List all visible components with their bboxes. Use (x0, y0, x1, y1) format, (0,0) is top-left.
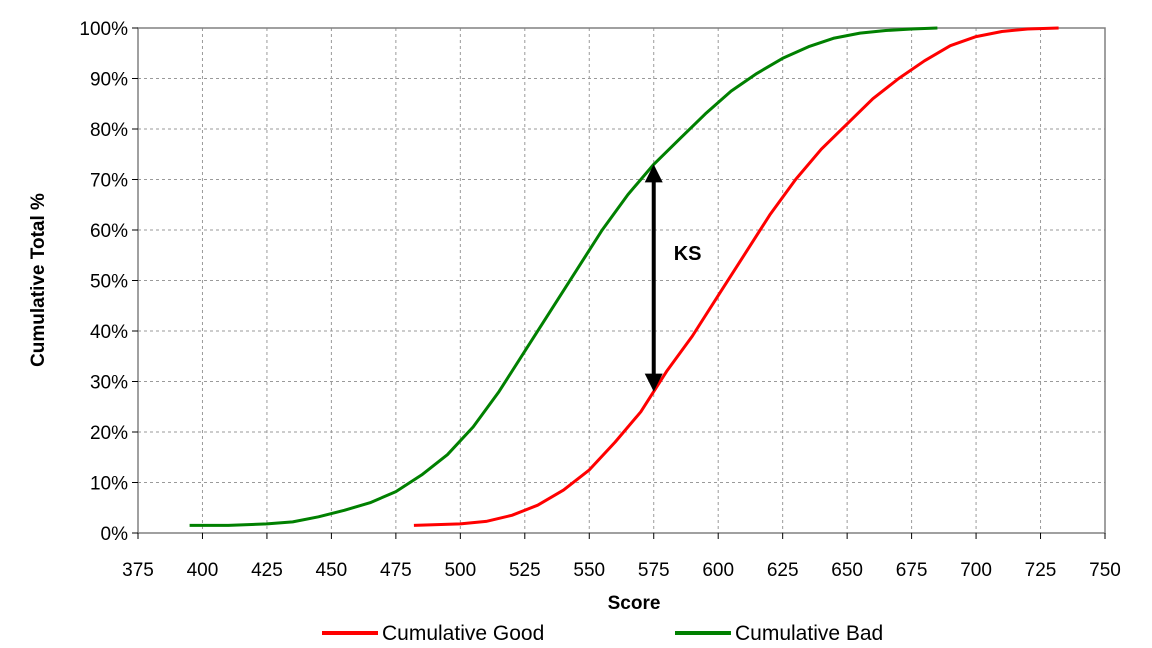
y-tick-label: 80% (90, 120, 128, 141)
x-tick-label: 625 (767, 560, 799, 581)
x-tick-label: 700 (960, 560, 992, 581)
legend: Cumulative Good Cumulative Bad (322, 622, 883, 645)
y-tick-label: 60% (90, 221, 128, 242)
y-axis-title: Cumulative Total % (28, 193, 49, 367)
grid-lines (138, 28, 1105, 533)
y-tick-label: 0% (101, 524, 129, 545)
x-tick-label: 475 (380, 560, 412, 581)
y-tick-label: 90% (90, 70, 128, 91)
x-tick-label: 525 (509, 560, 541, 581)
x-tick-label: 400 (187, 560, 219, 581)
x-tick-label: 575 (638, 560, 670, 581)
x-tick-label: 425 (251, 560, 283, 581)
x-tick-label: 550 (573, 560, 605, 581)
x-tick-label: 650 (831, 560, 863, 581)
x-tick-label: 375 (122, 560, 154, 581)
y-tick-label: 100% (79, 19, 128, 40)
series-line-cumulative-good (413, 26, 1059, 527)
legend-label-bad: Cumulative Bad (735, 622, 883, 645)
y-tick-label: 70% (90, 171, 128, 192)
y-tick-label: 20% (90, 423, 128, 444)
x-axis-ticks: 375 400 425 450 475 500 525 550 575 600 625 650 675 7… (122, 533, 1121, 581)
x-tick-label: 725 (1025, 560, 1057, 581)
x-tick-label: 750 (1089, 560, 1121, 581)
y-tick-label: 30% (90, 373, 128, 394)
x-tick-label: 600 (702, 560, 734, 581)
y-axis-ticks: 0% 10% 20% 30% 40% 50% 60% 70% 80% 90% 100% (79, 19, 138, 545)
ks-label: KS (674, 243, 702, 265)
y-tick-label: 10% (90, 474, 128, 495)
y-tick-label: 50% (90, 272, 128, 293)
x-axis-title: Score (608, 593, 661, 614)
legend-label-good: Cumulative Good (382, 622, 544, 645)
ks-annotation: KS (644, 164, 702, 392)
ks-arrow-head-up (644, 164, 663, 183)
series-lines (189, 26, 1059, 527)
ks-arrow-head-down (644, 373, 663, 392)
series-line-cumulative-bad (189, 26, 938, 527)
y-tick-label: 40% (90, 322, 128, 343)
x-tick-label: 500 (444, 560, 476, 581)
x-tick-label: 675 (896, 560, 928, 581)
x-tick-label: 450 (316, 560, 348, 581)
